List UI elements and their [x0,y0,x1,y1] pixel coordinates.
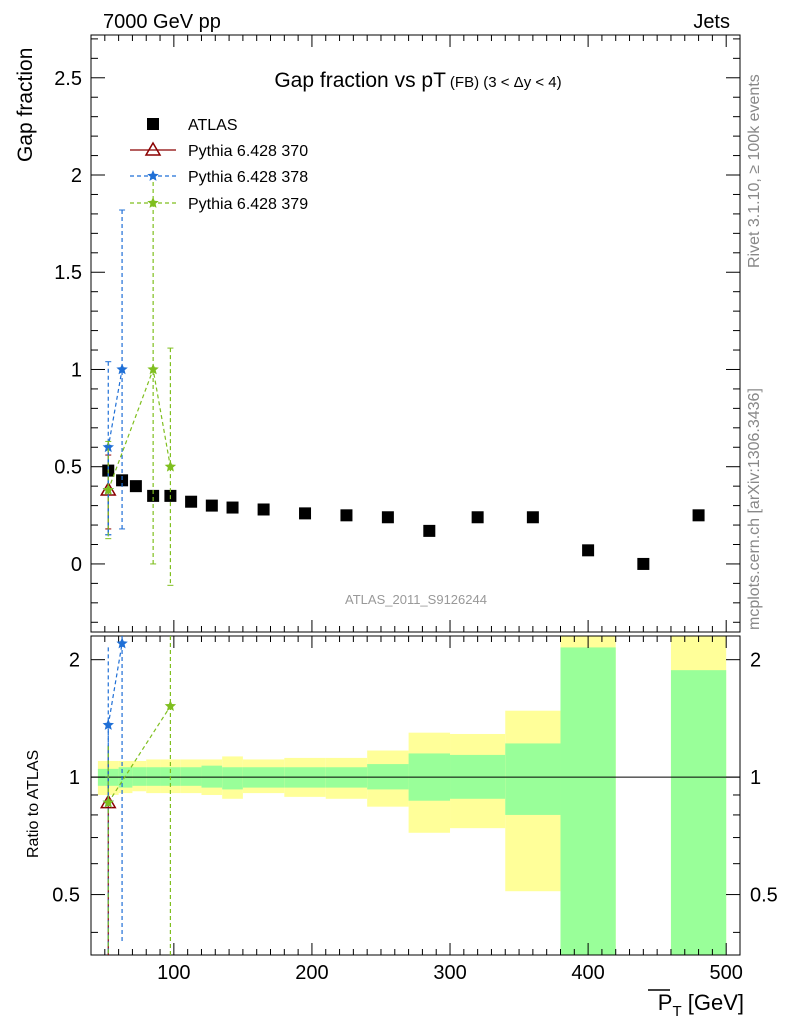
data-point-0-13 [471,511,484,524]
data-point-0-6 [205,499,218,512]
data-point-0-9 [299,507,312,520]
chart-title: Gap fraction vs pT (FB) (3 < Δy < 4) [274,69,561,92]
data-point-0-16 [637,557,650,570]
legend-marker-3 [147,197,159,208]
data-point-0-7 [226,501,239,514]
x-tick-label: 300 [433,962,466,984]
side-label-rivet: Rivet 3.1.10, ≥ 100k events [746,74,763,268]
top-y-tick-label: 2 [71,165,82,187]
legend-marker-1 [144,141,162,156]
data-point-0-15 [582,544,595,557]
side-label-mcplots: mcplots.cern.ch [arXiv:1306.3436] [746,388,763,630]
data-point-2-1 [102,441,114,453]
ratio-point-1-2 [116,637,128,649]
top-y-tick-label: 2.5 [54,68,82,90]
y-axis-label-top: Gap fraction [14,48,37,162]
data-point-0-1 [116,474,129,487]
y-axis-label-ratio: Ratio to ATLAS [25,750,42,858]
legend-label-0: ATLAS [188,117,238,134]
x-axis-label-sub: T [672,1003,681,1020]
x-axis-label: PT [GeV] [658,990,744,1020]
ratio-bands [97,636,727,955]
data-point-0-10 [340,509,353,522]
data-point-2-2 [116,363,128,375]
data-point-0-14 [526,511,539,524]
header-left: 7000 GeV pp [103,11,221,33]
data-point-0-5 [185,495,198,508]
ratio-line-2 [107,705,171,804]
ratio-point-2-0 [102,796,114,808]
top-y-tick-label: 1 [71,359,82,381]
data-point-3-1 [147,363,159,375]
data-point-3-2 [164,460,177,472]
ratio-y-tick-label: 2 [69,650,80,672]
legend-marker-0 [147,118,159,130]
band-stat-3 [146,767,161,786]
data-point-0-17 [692,509,705,522]
band-stat-15 [560,647,616,955]
chart-title-main: Gap fraction vs pT [274,69,446,92]
band-stat-16 [670,670,727,955]
data-point-3-0 [102,484,114,495]
x-axis-label-unit: [GeV] [682,990,744,1015]
top-plot-frame [90,34,741,633]
ratio-plot-frame [90,635,741,956]
data-point-0-12 [423,524,436,537]
chart-title-sub: (FB) (3 < Δy < 4) [450,74,562,91]
data-point-0-8 [257,503,270,516]
ratio-y-tick-label-right: 0.5 [750,885,778,907]
top-y-tick-label: 0.5 [54,457,82,479]
plot-frames [90,34,741,956]
ratio-y-tick-label-right: 1 [750,767,761,789]
x-tick-label: 500 [710,962,743,984]
ratio-y-tick-label: 1 [69,767,80,789]
data-series [99,174,705,955]
band-stat-14 [505,743,561,815]
legend-label-2: Pythia 6.428 378 [188,169,308,186]
legend-label-3: Pythia 6.428 379 [188,196,308,213]
x-tick-label: 100 [157,962,190,984]
ratio-y-tick-label: 0.5 [52,885,80,907]
band-stat-2 [132,767,147,786]
x-axis-label-p: P [658,990,673,1015]
data-point-0-3 [147,489,160,502]
ratio-point-2-1 [164,700,177,711]
x-tick-label: 400 [571,962,604,984]
ratio-y-tick-label-right: 2 [750,650,761,672]
band-stat-7 [222,767,243,790]
top-y-tick-label: 1.5 [54,262,82,284]
data-point-0-2 [129,480,142,493]
band-stat-5 [180,767,202,786]
analysis-tag: ATLAS_2011_S9126244 [345,592,487,607]
legend-marker-2 [147,170,159,181]
axis-ticks: 100 200 300 400 500 0 0.5 1 1.5 2 2.5 0.5 0.5 1 1 2 2 [52,35,778,984]
series-line-3 [107,367,171,491]
legend-label-1: Pythia 6.428 370 [188,143,308,160]
ratio-point-1-1 [102,719,114,730]
data-point-0-11 [381,511,394,524]
legend: ATLAS Pythia 6.428 370 Pythia 6.428 378 Pyt… [130,117,308,213]
header-right: Jets [693,11,730,33]
x-tick-label: 200 [295,962,328,984]
top-y-tick-label: 0 [71,554,82,576]
